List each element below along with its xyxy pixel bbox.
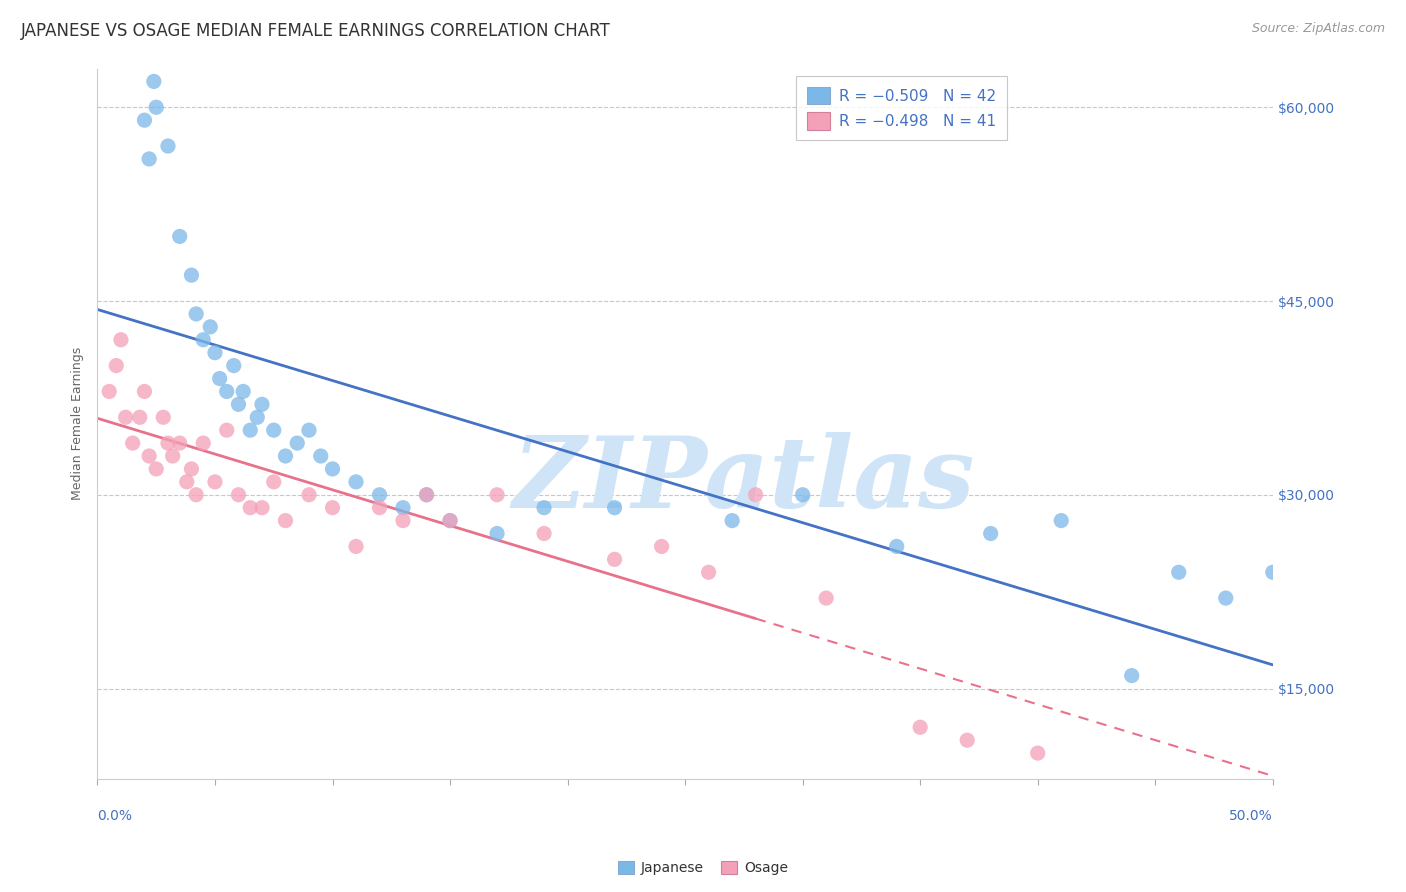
Point	[162, 449, 184, 463]
Point	[186, 307, 208, 321]
Point	[533, 526, 555, 541]
Legend: R = −0.509   N = 42, R = −0.498   N = 41: R = −0.509 N = 42, R = −0.498 N = 41	[796, 76, 1007, 140]
Point	[246, 410, 269, 425]
Point	[321, 462, 343, 476]
Point	[298, 423, 321, 437]
Text: JAPANESE VS OSAGE MEDIAN FEMALE EARNINGS CORRELATION CHART: JAPANESE VS OSAGE MEDIAN FEMALE EARNINGS…	[21, 22, 610, 40]
Point	[208, 371, 231, 385]
Point	[344, 540, 367, 554]
Point	[156, 139, 179, 153]
Point	[651, 540, 673, 554]
Point	[239, 500, 262, 515]
Point	[533, 500, 555, 515]
Point	[439, 514, 461, 528]
Point	[180, 268, 202, 283]
Point	[1026, 746, 1049, 760]
Point	[603, 552, 626, 566]
Point	[744, 488, 766, 502]
Point	[285, 436, 308, 450]
Point	[204, 345, 226, 359]
Point	[886, 540, 908, 554]
Point	[309, 449, 332, 463]
Point	[486, 488, 509, 502]
Point	[176, 475, 198, 489]
Point	[250, 397, 273, 411]
Point	[344, 475, 367, 489]
Point	[156, 436, 179, 450]
Point	[263, 475, 285, 489]
Point	[110, 333, 132, 347]
Point	[1167, 566, 1189, 580]
Point	[193, 436, 215, 450]
Point	[274, 449, 297, 463]
Point	[980, 526, 1002, 541]
Point	[392, 500, 415, 515]
Point	[228, 397, 250, 411]
Point	[368, 488, 391, 502]
Legend: Japanese, Osage: Japanese, Osage	[612, 855, 794, 880]
Point	[250, 500, 273, 515]
Text: 50.0%: 50.0%	[1229, 809, 1272, 823]
Point	[98, 384, 121, 399]
Point	[1050, 514, 1073, 528]
Y-axis label: Median Female Earnings: Median Female Earnings	[72, 347, 84, 500]
Point	[169, 229, 191, 244]
Point	[193, 333, 215, 347]
Point	[239, 423, 262, 437]
Point	[152, 410, 174, 425]
Point	[138, 152, 160, 166]
Point	[908, 720, 931, 734]
Point	[415, 488, 437, 502]
Point	[697, 566, 720, 580]
Point	[128, 410, 150, 425]
Point	[321, 500, 343, 515]
Point	[138, 449, 160, 463]
Point	[134, 384, 156, 399]
Point	[956, 733, 979, 747]
Point	[263, 423, 285, 437]
Point	[200, 319, 222, 334]
Point	[721, 514, 744, 528]
Point	[145, 462, 167, 476]
Text: 0.0%: 0.0%	[97, 809, 132, 823]
Point	[204, 475, 226, 489]
Point	[105, 359, 128, 373]
Point	[180, 462, 202, 476]
Point	[186, 488, 208, 502]
Point	[603, 500, 626, 515]
Point	[1121, 668, 1143, 682]
Point	[142, 74, 165, 88]
Text: ZIPatlas: ZIPatlas	[513, 433, 974, 529]
Point	[232, 384, 254, 399]
Point	[228, 488, 250, 502]
Point	[169, 436, 191, 450]
Point	[121, 436, 143, 450]
Text: Source: ZipAtlas.com: Source: ZipAtlas.com	[1251, 22, 1385, 36]
Point	[274, 514, 297, 528]
Point	[114, 410, 136, 425]
Point	[215, 423, 238, 437]
Point	[134, 113, 156, 128]
Point	[415, 488, 437, 502]
Point	[439, 514, 461, 528]
Point	[1261, 566, 1284, 580]
Point	[298, 488, 321, 502]
Point	[368, 500, 391, 515]
Point	[215, 384, 238, 399]
Point	[392, 514, 415, 528]
Point	[792, 488, 814, 502]
Point	[815, 591, 838, 606]
Point	[145, 100, 167, 114]
Point	[1215, 591, 1237, 606]
Point	[222, 359, 245, 373]
Point	[486, 526, 509, 541]
